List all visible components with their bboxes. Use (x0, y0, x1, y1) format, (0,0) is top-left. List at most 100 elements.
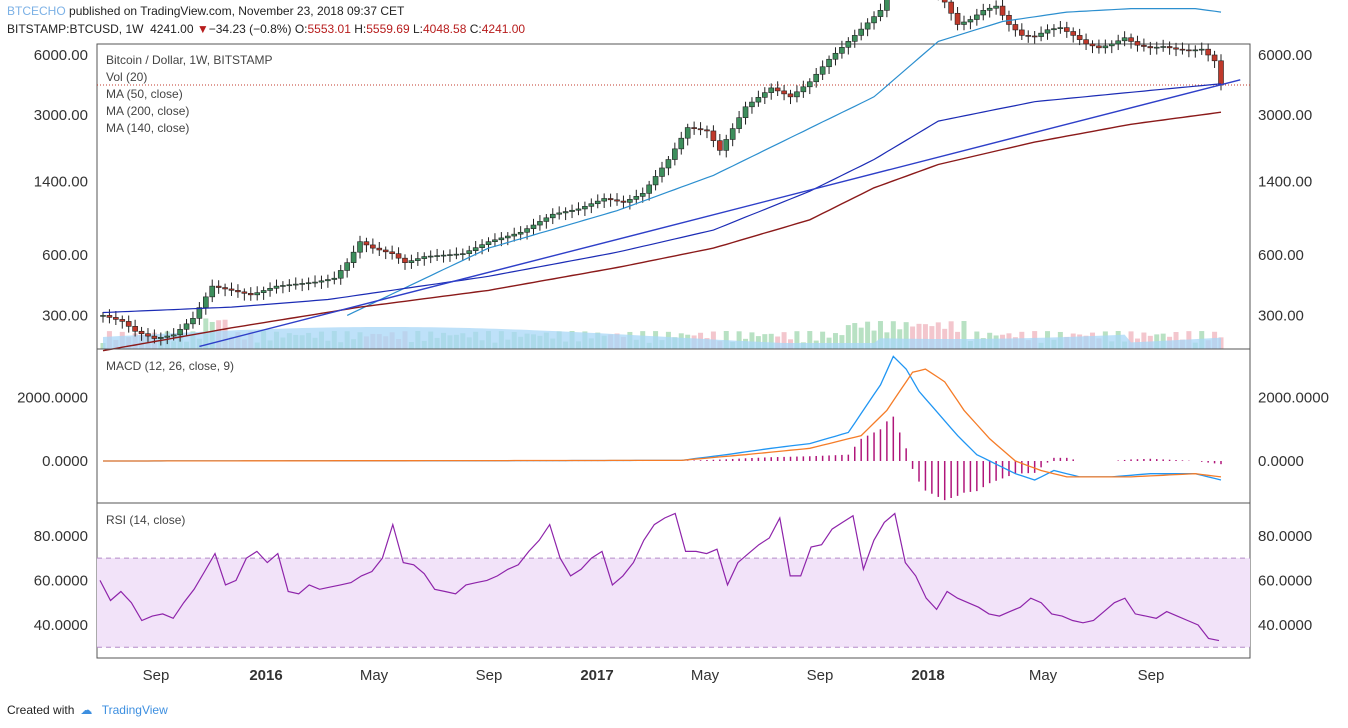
candle-body[interactable] (800, 86, 807, 93)
candle-body[interactable] (1166, 46, 1173, 49)
candle-body[interactable] (787, 93, 794, 98)
candle-body[interactable] (389, 251, 395, 254)
candle-body[interactable] (421, 256, 428, 259)
candle-body[interactable] (363, 241, 370, 246)
candle-body[interactable] (1153, 46, 1160, 49)
candle-body[interactable] (781, 90, 787, 95)
candle-body[interactable] (164, 335, 171, 338)
candle-body[interactable] (1012, 24, 1019, 31)
candle-body[interactable] (665, 159, 672, 169)
macd-pane[interactable]: 0.0000 0.0000 2000.0000 2000.0000 MACD (12, … (17, 348, 1329, 504)
candle-body[interactable] (325, 279, 331, 282)
candle-body[interactable] (472, 247, 479, 251)
candle-body[interactable] (697, 128, 704, 131)
candle-body[interactable] (723, 139, 730, 151)
candle-body[interactable] (806, 81, 813, 88)
candle-body[interactable] (312, 281, 318, 284)
candle-body[interactable] (517, 231, 524, 235)
candle-body[interactable] (858, 28, 864, 36)
candle-body[interactable] (986, 7, 993, 11)
candle-body[interactable] (305, 282, 312, 285)
candle-body[interactable] (1108, 43, 1115, 47)
candle-body[interactable] (170, 334, 177, 337)
candle-body[interactable] (203, 296, 209, 308)
candle-body[interactable] (639, 193, 646, 197)
candle-body[interactable] (427, 255, 434, 258)
candle-body[interactable] (273, 285, 280, 289)
candle-body[interactable] (967, 19, 974, 23)
candle-body[interactable] (408, 260, 415, 263)
candle-body[interactable] (845, 41, 852, 48)
candle-body[interactable] (1038, 32, 1044, 37)
candle-body[interactable] (993, 5, 999, 9)
candle-body[interactable] (485, 241, 492, 245)
candle-body[interactable] (511, 233, 518, 237)
candle-body[interactable] (228, 288, 235, 291)
candle-body[interactable] (1211, 54, 1218, 62)
candle-body[interactable] (382, 249, 389, 253)
candle-body[interactable] (1134, 41, 1141, 46)
candle-body[interactable] (376, 247, 383, 251)
candle-body[interactable] (1121, 37, 1128, 42)
rsi-pane[interactable]: 40.0000 40.0000 60.0000 60.0000 80.0000 80.00… (34, 502, 1312, 659)
candle-body[interactable] (794, 91, 800, 98)
candle-body[interactable] (736, 117, 742, 129)
candle-body[interactable] (620, 200, 627, 203)
ma50-line[interactable] (346, 8, 1222, 316)
candle-body[interactable] (762, 92, 768, 98)
candle-body[interactable] (974, 14, 980, 20)
candle-body[interactable] (395, 253, 402, 259)
candle-body[interactable] (710, 130, 717, 141)
candle-body[interactable] (235, 290, 241, 293)
candle-body[interactable] (813, 73, 820, 83)
candle-body[interactable] (774, 87, 781, 92)
candle-body[interactable] (1089, 43, 1096, 47)
candle-body[interactable] (614, 199, 620, 202)
candle-body[interactable] (1160, 46, 1166, 48)
candle-body[interactable] (684, 127, 691, 139)
candle-body[interactable] (1063, 27, 1070, 32)
candle-body[interactable] (492, 239, 498, 242)
candle-body[interactable] (851, 35, 858, 42)
candle-body[interactable] (158, 336, 164, 339)
candle-body[interactable] (1051, 28, 1057, 31)
macd-line[interactable] (103, 355, 1222, 481)
candle-body[interactable] (633, 196, 640, 200)
candle-body[interactable] (415, 258, 421, 261)
candles[interactable] (100, 0, 1224, 346)
candle-body[interactable] (652, 176, 659, 186)
ma140-line[interactable] (102, 83, 1222, 314)
candle-body[interactable] (659, 167, 665, 177)
candle-body[interactable] (871, 16, 877, 24)
candle-body[interactable] (350, 251, 357, 263)
candle-body[interactable] (460, 253, 466, 255)
candle-body[interactable] (941, 0, 948, 3)
candle-body[interactable] (524, 228, 530, 233)
candle-body[interactable] (337, 270, 344, 279)
candle-body[interactable] (106, 315, 113, 318)
trendline[interactable] (199, 79, 1241, 348)
rsi-line[interactable] (99, 512, 1220, 642)
candle-body[interactable] (504, 235, 511, 239)
candle-body[interactable] (678, 137, 685, 150)
candle-body[interactable] (344, 262, 350, 271)
candle-body[interactable] (594, 200, 601, 205)
candle-body[interactable] (877, 10, 884, 17)
candle-body[interactable] (839, 47, 845, 54)
candle-body[interactable] (601, 198, 607, 202)
candle-body[interactable] (209, 285, 216, 298)
candle-body[interactable] (607, 198, 614, 201)
candle-body[interactable] (1192, 49, 1199, 52)
candle-body[interactable] (755, 97, 762, 103)
candle-body[interactable] (1057, 27, 1064, 29)
candle-body[interactable] (819, 66, 826, 75)
candle-body[interactable] (453, 253, 460, 256)
candle-body[interactable] (864, 22, 871, 30)
candle-body[interactable] (479, 244, 485, 248)
candle-body[interactable] (562, 211, 569, 214)
candle-body[interactable] (260, 290, 267, 293)
candle-body[interactable] (1070, 31, 1077, 36)
candle-body[interactable] (498, 237, 505, 241)
candle-body[interactable] (530, 224, 537, 229)
candle-body[interactable] (717, 140, 723, 151)
